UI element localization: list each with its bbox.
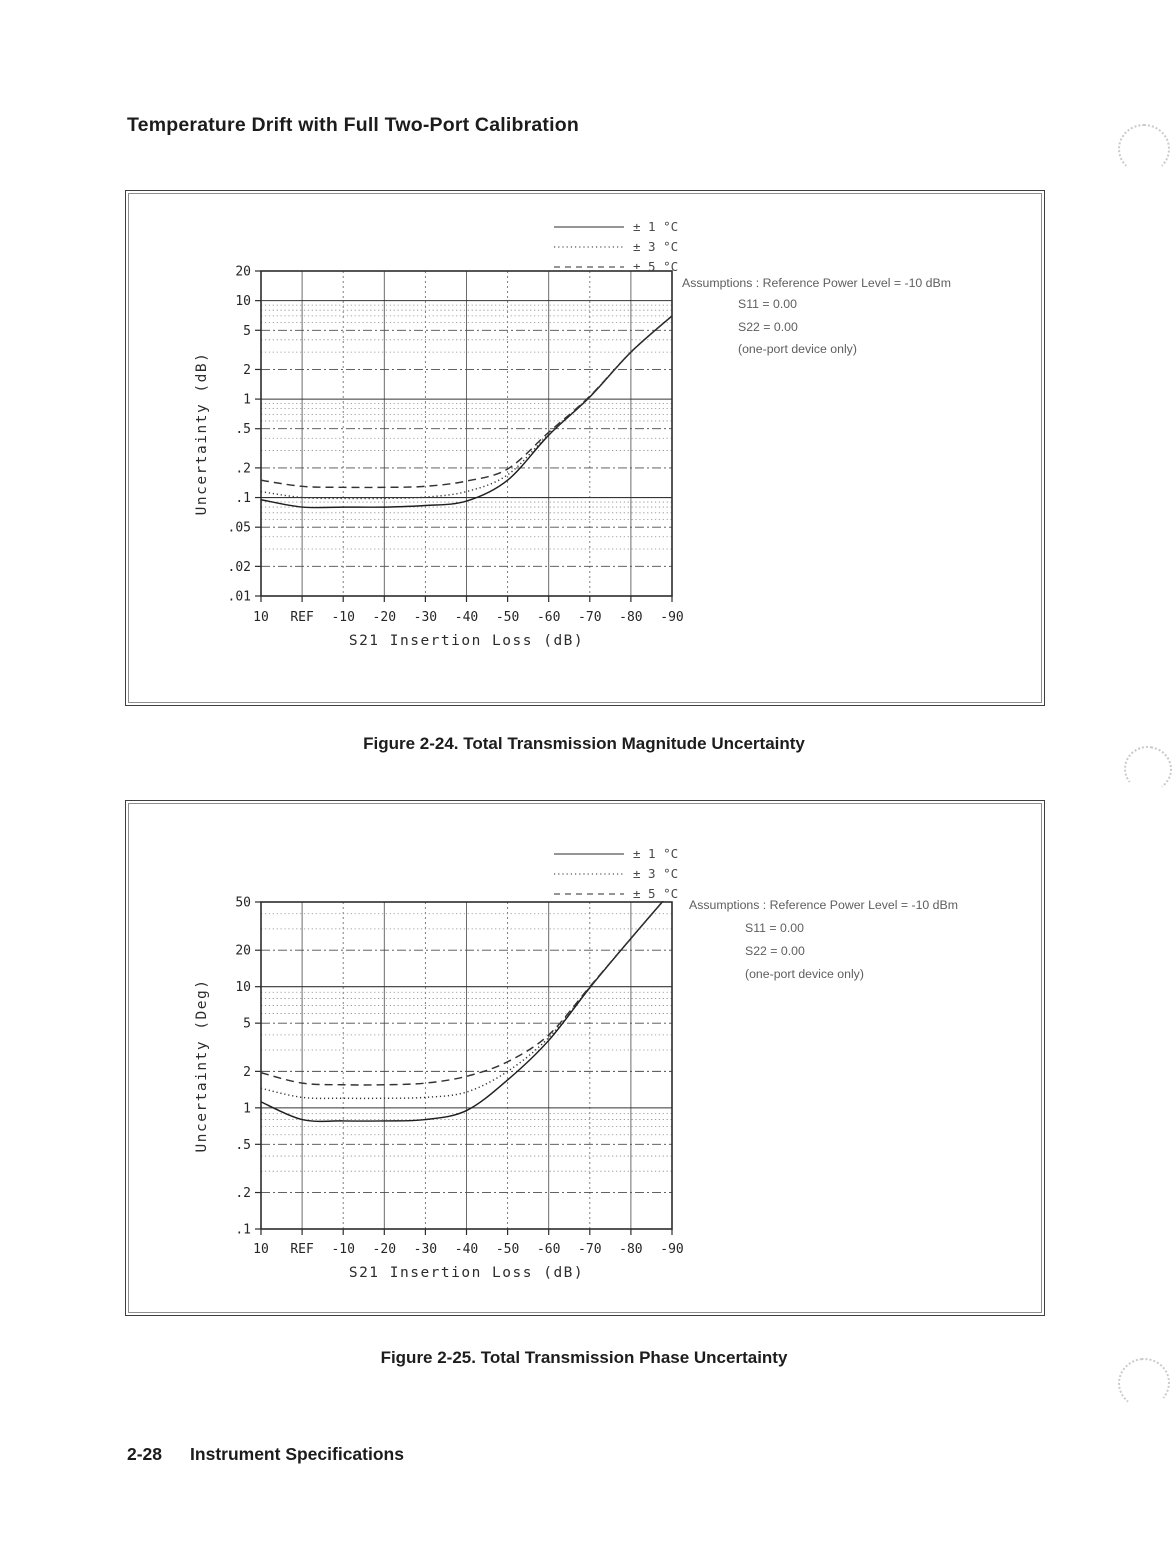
y-tick-label: .05 xyxy=(228,521,251,536)
x-axis: 10 REF -10 -20 -30 -40 -50 -60 -70 -80 -90 xyxy=(253,596,684,625)
x-tick-label: -30 xyxy=(414,1242,437,1257)
y-tick-label: .01 xyxy=(228,590,251,605)
y-tick-label: .1 xyxy=(235,1223,251,1238)
y-tick-label: 2 xyxy=(243,363,251,378)
curves xyxy=(261,315,672,509)
y-axis-title: Uncertainty (Deg) xyxy=(194,979,210,1153)
x-tick-label: -20 xyxy=(373,1242,396,1257)
y-tick-label: 20 xyxy=(235,944,251,959)
y-tick-label: .5 xyxy=(235,1138,251,1153)
y-tick-label: 1 xyxy=(243,1101,251,1116)
y-tick-label: .2 xyxy=(235,1186,251,1201)
legend-label: ± 1 °C xyxy=(633,219,678,234)
curve-solid xyxy=(261,315,672,509)
x-tick-label: -50 xyxy=(496,1242,519,1257)
assumption-line: S22 = 0.00 xyxy=(738,320,798,334)
legend: ± 1 °C ± 3 °C ± 5 °C xyxy=(554,846,678,901)
y-axis-title: Uncertainty (dB) xyxy=(194,352,210,516)
y-axis: 20 10 5 2 1 .5 .2 .1 .05 .02 .01 xyxy=(228,265,261,605)
x-tick-label: -20 xyxy=(373,610,396,625)
scan-artifact xyxy=(1118,124,1170,174)
legend: ± 1 °C ± 3 °C ± 5 °C xyxy=(554,219,678,274)
x-tick-label: -40 xyxy=(455,1242,478,1257)
assumption-line: S11 = 0.00 xyxy=(738,297,797,311)
curve-dashed xyxy=(261,315,672,489)
assumptions-note: Assumptions : Reference Power Level = -1… xyxy=(682,276,951,356)
curves xyxy=(261,901,664,1123)
x-tick-label: REF xyxy=(290,1242,314,1257)
x-tick-label: -80 xyxy=(619,610,642,625)
y-tick-label: 10 xyxy=(235,294,251,309)
page-footer: 2-28 Instrument Specifications xyxy=(127,1444,404,1465)
x-tick-label: -40 xyxy=(455,610,478,625)
magnitude-uncertainty-chart: 10 REF -10 -20 -30 -40 -50 -60 -70 -80 -90 20 10 5 2 1.… xyxy=(194,219,951,649)
y-tick-label: 2 xyxy=(243,1065,251,1080)
y-axis: 50 20 10 5 2 1 .5 .2 .1 xyxy=(235,896,261,1238)
y-tick-label: .02 xyxy=(228,560,251,575)
legend-label: ± 3 °C xyxy=(633,866,678,881)
x-tick-label: -70 xyxy=(578,610,601,625)
y-tick-label: 5 xyxy=(243,324,251,339)
legend-label: ± 1 °C xyxy=(633,846,678,861)
scan-artifact xyxy=(1115,1355,1173,1411)
x-axis-title: S21 Insertion Loss (dB) xyxy=(349,633,584,649)
assumption-line: S22 = 0.00 xyxy=(745,944,805,958)
legend-label: ± 5 °C xyxy=(633,259,678,274)
x-tick-label: 10 xyxy=(253,1242,269,1257)
x-axis-title: S21 Insertion Loss (dB) xyxy=(349,1265,584,1281)
x-tick-label: -60 xyxy=(537,610,560,625)
figure-2-24-frame: 10 REF -10 -20 -30 -40 -50 -60 -70 -80 -90 20 10 5 2 1.… xyxy=(125,190,1045,706)
x-tick-label: -80 xyxy=(619,1242,642,1257)
x-tick-label: -10 xyxy=(331,610,354,625)
x-tick-label: -90 xyxy=(660,1242,683,1257)
x-tick-label: REF xyxy=(290,610,314,625)
x-axis: 10 REF -10 -20 -30 -40 -50 -60 -70 -80 -90 xyxy=(253,1229,684,1257)
scan-artifact xyxy=(1121,742,1175,796)
assumption-line: Assumptions : Reference Power Level = -1… xyxy=(682,276,951,290)
assumption-line: Assumptions : Reference Power Level = -1… xyxy=(689,898,958,912)
assumption-line: S11 = 0.00 xyxy=(745,921,804,935)
x-tick-label: -10 xyxy=(331,1242,354,1257)
figure-2-25-frame: 10 REF -10 -20 -30 -40 -50 -60 -70 -80 -90 50 20 10 5 2… xyxy=(125,800,1045,1316)
x-tick-label: 10 xyxy=(253,610,269,625)
x-tick-label: -90 xyxy=(660,610,683,625)
footer-section-title: Instrument Specifications xyxy=(190,1444,404,1464)
phase-uncertainty-chart: 10 REF -10 -20 -30 -40 -50 -60 -70 -80 -90 50 20 10 5 2… xyxy=(194,846,958,1281)
assumption-line: (one-port device only) xyxy=(738,342,857,356)
legend-label: ± 3 °C xyxy=(633,239,678,254)
curve-dashed xyxy=(261,901,664,1086)
x-tick-label: -70 xyxy=(578,1242,601,1257)
legend-label: ± 5 °C xyxy=(633,886,678,901)
page-title: Temperature Drift with Full Two-Port Cal… xyxy=(127,114,579,137)
y-tick-label: 50 xyxy=(235,896,251,911)
grid xyxy=(261,902,672,1229)
y-tick-label: 1 xyxy=(243,393,251,408)
assumption-line: (one-port device only) xyxy=(745,967,864,981)
y-tick-label: 20 xyxy=(235,265,251,280)
y-tick-label: .2 xyxy=(235,461,251,476)
y-tick-label: .5 xyxy=(235,422,251,437)
y-tick-label: 10 xyxy=(235,980,251,995)
figure-2-24-caption: Figure 2-24. Total Transmission Magnitud… xyxy=(363,734,805,753)
page-number: 2-28 xyxy=(127,1444,163,1464)
x-tick-label: -60 xyxy=(537,1242,560,1257)
x-tick-label: -50 xyxy=(496,610,519,625)
y-tick-label: .1 xyxy=(235,491,251,506)
y-tick-label: 5 xyxy=(243,1017,251,1032)
assumptions-note: Assumptions : Reference Power Level = -1… xyxy=(689,898,958,981)
grid xyxy=(261,271,672,596)
x-tick-label: -30 xyxy=(414,610,437,625)
figure-2-25-caption: Figure 2-25. Total Transmission Phase Un… xyxy=(380,1348,788,1367)
